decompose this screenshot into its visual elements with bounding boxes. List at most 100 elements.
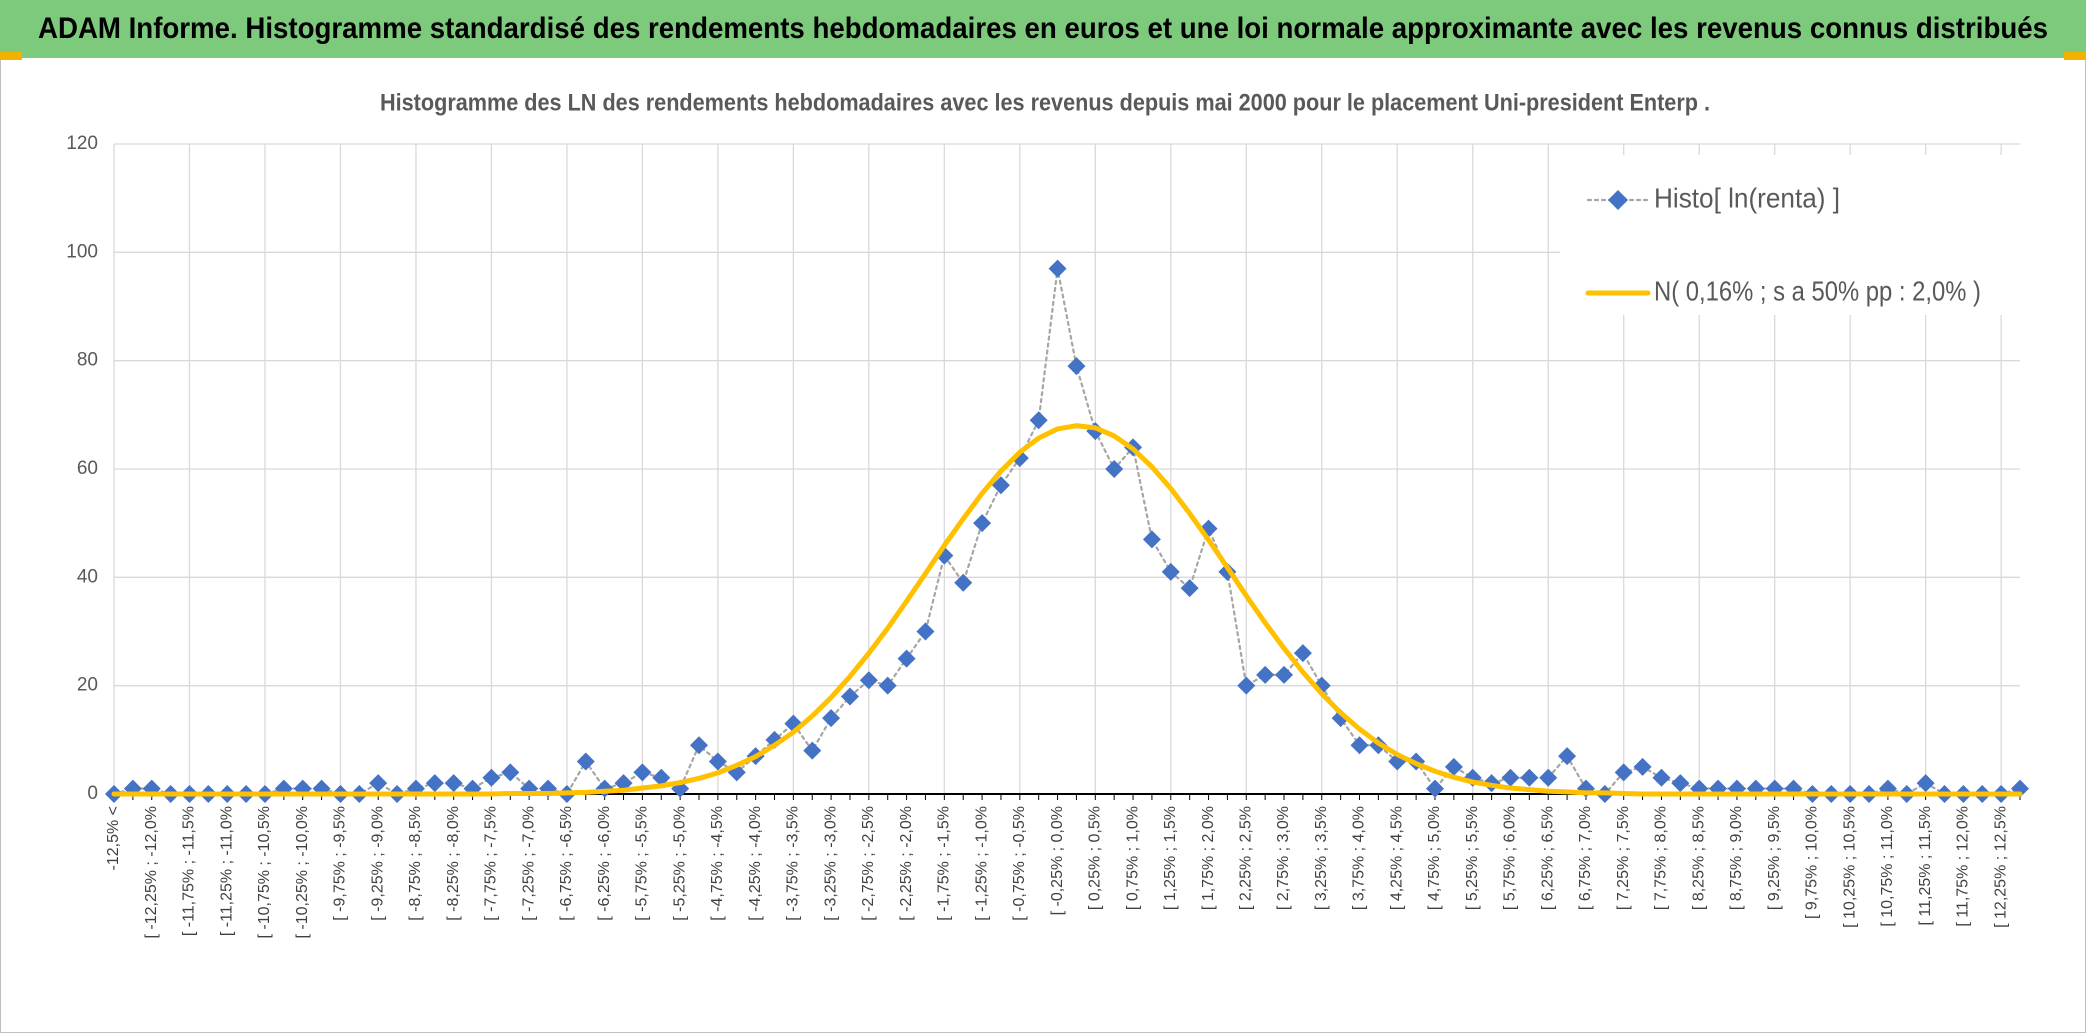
x-tick-label: [ -5,75% ; -5,5% — [634, 806, 651, 921]
x-tick-label: [ -3,75% ; -3,5% — [785, 806, 802, 921]
y-tick-label: 100 — [66, 241, 98, 262]
x-tick-label: [ 2,25% ; 2,5% — [1237, 806, 1254, 910]
chart-title: Histogramme des LN des rendements hebdom… — [380, 89, 1710, 116]
data-point — [1520, 768, 1539, 787]
x-tick-label: [ 9,75% ; 10,0% — [1804, 806, 1821, 919]
y-tick-label: 60 — [77, 458, 98, 479]
data-point — [916, 622, 935, 641]
corner — [0, 52, 22, 60]
data-point — [1350, 736, 1369, 755]
data-point — [973, 514, 992, 533]
y-tick-label: 120 — [66, 133, 98, 154]
y-tick-label: 0 — [87, 783, 98, 804]
data-point — [1558, 747, 1577, 766]
data-point — [803, 741, 822, 760]
data-point — [1293, 644, 1312, 663]
x-tick-label: [ -11,25% ; -11,0% — [218, 806, 235, 936]
x-tick-label: [ 10,75% ; 11,0% — [1879, 806, 1896, 927]
x-tick-label: [ 10,25% ; 10,5% — [1841, 806, 1858, 928]
data-point — [840, 687, 859, 706]
data-point — [444, 774, 463, 793]
y-tick-label: 80 — [77, 350, 98, 371]
x-tick-label: [ 4,25% ; 4,5% — [1388, 806, 1405, 910]
x-tick-label: [ 2,75% ; 3,0% — [1275, 806, 1292, 910]
series-line — [111, 423, 2023, 797]
data-point — [1237, 676, 1256, 695]
x-tick-label: [ 11,75% ; 12,0% — [1955, 806, 1972, 927]
data-point — [1180, 579, 1199, 598]
legend-marker — [1608, 190, 1628, 210]
x-tick-label: [ 6,75% ; 7,0% — [1577, 806, 1594, 910]
x-tick-label: [ -6,25% ; -6,0% — [596, 806, 613, 921]
data-point — [1105, 460, 1124, 478]
x-tick-label: [ 11,25% ; 11,5% — [1917, 806, 1934, 925]
x-tick-label: [ 8,75% ; 9,0% — [1728, 806, 1745, 910]
x-tick-label: [ -10,25% ; -10,0% — [294, 806, 311, 939]
x-tick-label: [ -12,25% ; -12,0% — [143, 806, 160, 939]
y-tick-label: 20 — [77, 675, 98, 696]
data-point — [652, 768, 671, 787]
data-point — [576, 752, 595, 771]
data-point — [878, 676, 897, 695]
y-tick-label: 40 — [77, 566, 98, 587]
data-point — [1161, 562, 1180, 581]
data-point — [690, 736, 709, 755]
x-tick-label: [ -0,25% ; 0,0% — [1049, 806, 1066, 915]
data-point — [1067, 357, 1086, 376]
legend-box — [1560, 155, 2022, 315]
x-tick-label: [ -9,25% ; -9,0% — [369, 806, 386, 921]
data-point — [708, 752, 727, 771]
x-tick-label: [ -1,75% ; -1,5% — [936, 806, 953, 921]
data-point — [1142, 530, 1161, 549]
data-point — [897, 649, 916, 668]
x-tick-label: [ 3,75% ; 4,0% — [1351, 806, 1368, 910]
x-tick-label: [ 7,25% ; 7,5% — [1615, 806, 1632, 910]
data-point — [859, 671, 878, 690]
data-point — [633, 763, 652, 782]
x-tick-label: [ -8,25% ; -8,0% — [445, 806, 462, 921]
legend-label: Histo[ ln(renta) ] — [1654, 182, 1840, 213]
legend-label: N( 0,16% ; s a 50% pp : 2,0% ) — [1654, 275, 1981, 306]
x-tick-label: [ -4,75% ; -4,5% — [709, 806, 726, 921]
x-tick-label: [ 9,25% ; 9,5% — [1766, 806, 1783, 910]
x-tick-label: [ 6,25% ; 6,5% — [1539, 806, 1556, 910]
data-point — [482, 768, 501, 787]
data-point — [1916, 774, 1935, 793]
data-point — [1425, 779, 1444, 798]
x-tick-label: [ -5,25% ; -5,0% — [671, 806, 688, 921]
data-point — [1501, 768, 1520, 787]
x-tick-label: [ -7,75% ; -7,5% — [483, 806, 500, 921]
data-point — [991, 476, 1010, 495]
x-tick-label: [ -7,25% ; -7,0% — [520, 806, 537, 921]
x-tick-label: [ -4,25% ; -4,0% — [747, 806, 764, 921]
data-point — [501, 763, 520, 782]
corner — [2064, 52, 2086, 60]
x-tick-label: [ -8,75% ; -8,5% — [407, 806, 424, 921]
x-tick-label: [ -0,75% ; -0,5% — [1011, 806, 1028, 921]
x-tick-label: [ -11,75% ; -11,5% — [181, 806, 198, 936]
x-tick-label: [ -3,25% ; -3,0% — [822, 806, 839, 921]
x-tick-label: [ 1,25% ; 1,5% — [1162, 806, 1179, 910]
x-tick-label: [ -9,75% ; -9,5% — [332, 806, 349, 921]
data-point — [1444, 757, 1463, 776]
data-point — [1614, 763, 1633, 782]
data-point — [1652, 768, 1671, 787]
x-tick-label: [ 7,75% ; 8,0% — [1653, 806, 1670, 910]
data-point — [1671, 774, 1690, 793]
x-tick-label: [ -2,25% ; -2,0% — [898, 806, 915, 921]
header-title: ADAM Informe. Histogramme standardisé de… — [38, 12, 2048, 45]
x-tick-label: [ 0,75% ; 1,0% — [1124, 806, 1141, 910]
x-tick-label: [ -6,75% ; -6,5% — [558, 806, 575, 921]
data-point — [1048, 259, 1067, 278]
x-tick-label: [ 3,25% ; 3,5% — [1313, 806, 1330, 910]
data-point — [369, 774, 388, 793]
x-tick-label: [ -1,25% ; -1,0% — [973, 806, 990, 921]
x-tick-label: [ 5,25% ; 5,5% — [1464, 806, 1481, 910]
x-tick-label: [ -10,75% ; -10,5% — [256, 806, 273, 939]
x-tick-label: [ 4,75% ; 5,0% — [1426, 806, 1443, 910]
x-tick-label: [ 8,25% ; 8,5% — [1690, 806, 1707, 910]
data-point — [1256, 665, 1275, 684]
data-point — [822, 709, 841, 728]
